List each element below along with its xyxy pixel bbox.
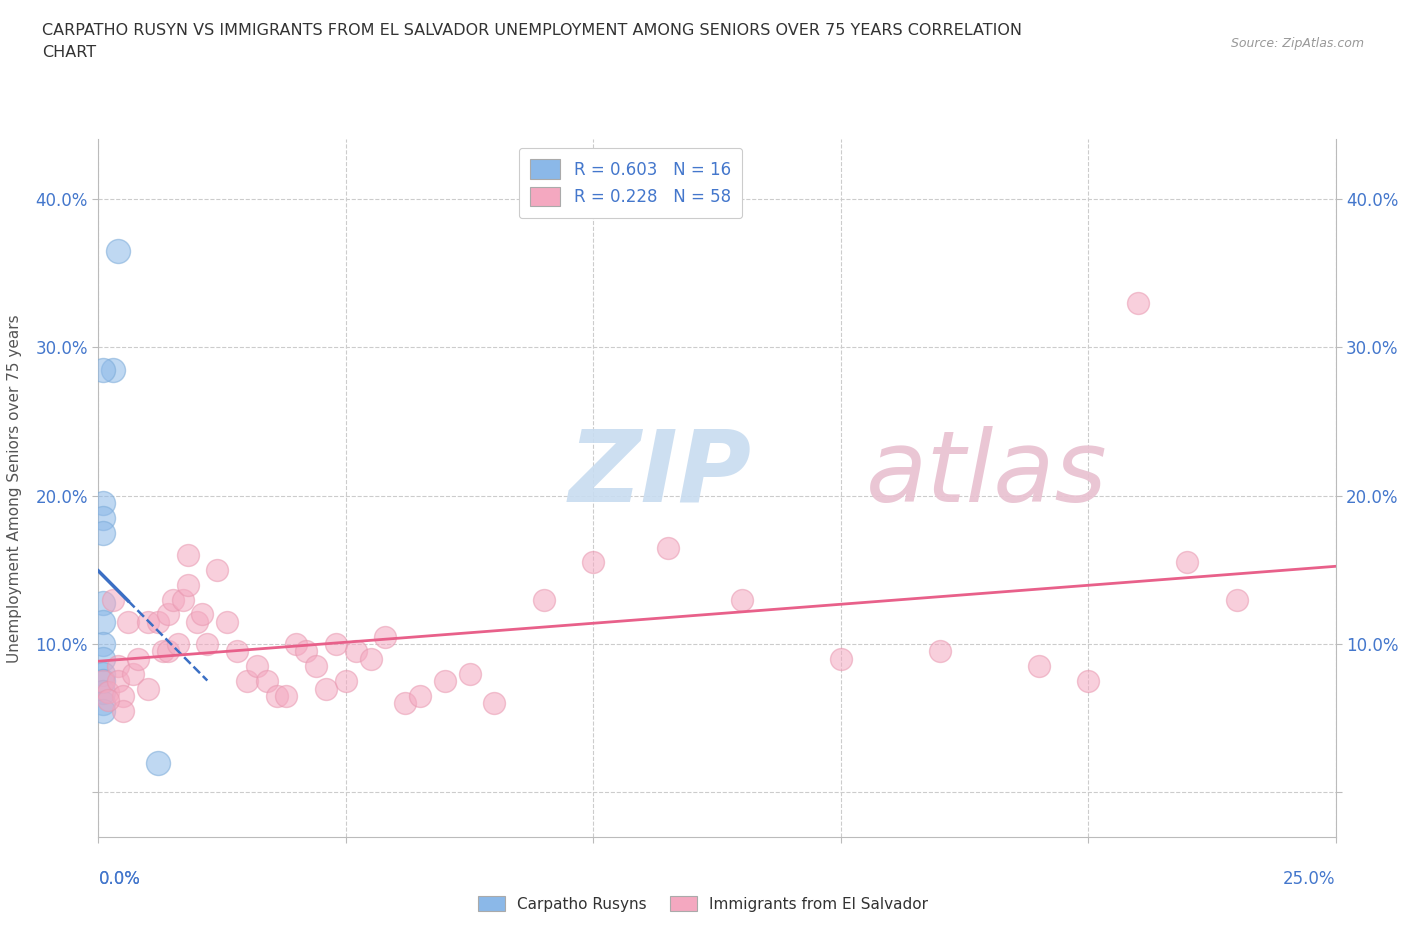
Point	[93, 673, 115, 688]
Point	[156, 644, 179, 659]
Point	[217, 615, 239, 630]
Point	[93, 525, 115, 540]
Point	[285, 637, 308, 652]
Point	[394, 696, 416, 711]
Point	[295, 644, 318, 659]
Point	[107, 658, 129, 673]
Point	[344, 644, 367, 659]
Legend: R = 0.603   N = 16, R = 0.228   N = 58: R = 0.603 N = 16, R = 0.228 N = 58	[519, 148, 742, 218]
Point	[93, 496, 115, 511]
Point	[360, 652, 382, 667]
Point	[433, 673, 456, 688]
Point	[136, 615, 159, 630]
Text: 0.0%: 0.0%	[98, 870, 141, 887]
Point	[315, 681, 337, 696]
Point	[1028, 658, 1050, 673]
Point	[205, 563, 228, 578]
Point	[93, 673, 115, 688]
Point	[93, 666, 115, 681]
Point	[1077, 673, 1099, 688]
Point	[533, 592, 555, 607]
Point	[731, 592, 754, 607]
Text: CARPATHO RUSYN VS IMMIGRANTS FROM EL SALVADOR UNEMPLOYMENT AMONG SENIORS OVER 75: CARPATHO RUSYN VS IMMIGRANTS FROM EL SAL…	[42, 23, 1022, 38]
Y-axis label: Unemployment Among Seniors over 75 years: Unemployment Among Seniors over 75 years	[7, 314, 21, 662]
Point	[172, 592, 194, 607]
Point	[136, 681, 159, 696]
Point	[246, 658, 269, 673]
Point	[122, 666, 145, 681]
Point	[93, 595, 115, 610]
Point	[93, 684, 115, 699]
Point	[97, 693, 120, 708]
Point	[146, 615, 169, 630]
Point	[93, 703, 115, 718]
Point	[186, 615, 208, 630]
Point	[97, 684, 120, 699]
Point	[112, 688, 135, 703]
Point	[305, 658, 328, 673]
Point	[325, 637, 347, 652]
Point	[374, 630, 396, 644]
Point	[256, 673, 278, 688]
Legend: Carpatho Rusyns, Immigrants from El Salvador: Carpatho Rusyns, Immigrants from El Salv…	[471, 889, 935, 918]
Text: 25.0%: 25.0%	[1284, 870, 1336, 887]
Point	[103, 362, 125, 377]
Point	[117, 615, 139, 630]
Point	[236, 673, 259, 688]
Point	[146, 755, 169, 770]
Point	[335, 673, 357, 688]
Point	[93, 652, 115, 667]
Point	[657, 540, 679, 555]
Point	[409, 688, 432, 703]
Point	[191, 607, 214, 622]
Point	[226, 644, 249, 659]
Text: CHART: CHART	[42, 45, 96, 60]
Point	[103, 592, 125, 607]
Point	[928, 644, 950, 659]
Point	[484, 696, 506, 711]
Point	[266, 688, 288, 703]
Point	[1226, 592, 1249, 607]
Point	[93, 511, 115, 525]
Point	[582, 555, 605, 570]
Text: ZIP: ZIP	[568, 426, 752, 523]
Text: 0.0%: 0.0%	[98, 870, 141, 887]
Point	[1175, 555, 1198, 570]
Point	[93, 637, 115, 652]
Point	[152, 644, 174, 659]
Text: atlas: atlas	[866, 426, 1107, 523]
Point	[176, 548, 198, 563]
Point	[166, 637, 188, 652]
Point	[830, 652, 852, 667]
Point	[107, 673, 129, 688]
Point	[93, 362, 115, 377]
Point	[156, 607, 179, 622]
Point	[276, 688, 298, 703]
Point	[162, 592, 184, 607]
Point	[176, 578, 198, 592]
Point	[93, 615, 115, 630]
Point	[1126, 296, 1149, 311]
Point	[458, 666, 481, 681]
Point	[127, 652, 149, 667]
Point	[107, 244, 129, 259]
Point	[112, 703, 135, 718]
Text: Source: ZipAtlas.com: Source: ZipAtlas.com	[1230, 37, 1364, 50]
Point	[93, 696, 115, 711]
Point	[195, 637, 218, 652]
